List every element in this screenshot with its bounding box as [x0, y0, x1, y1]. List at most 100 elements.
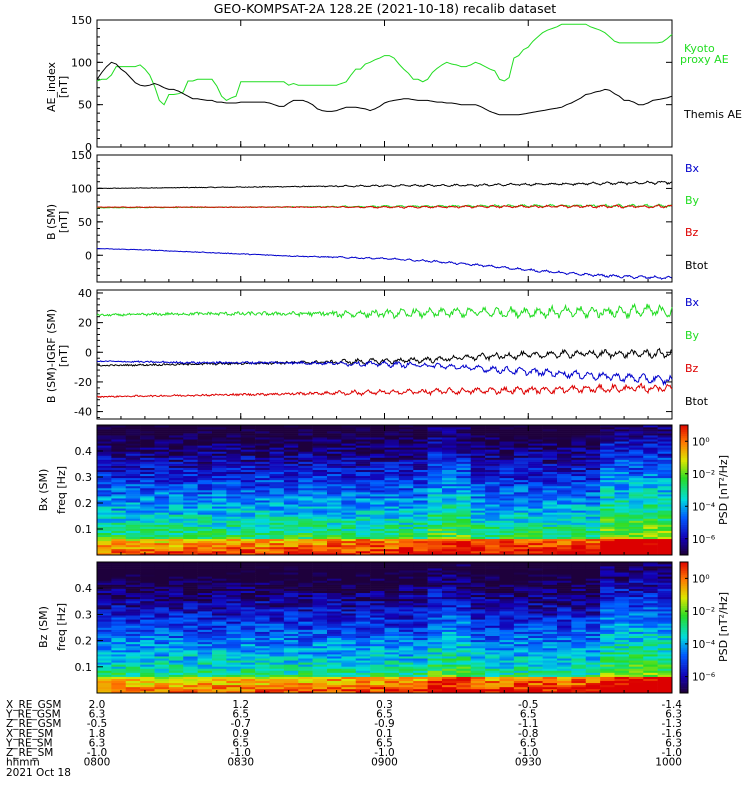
spectrogram-cell: [470, 457, 486, 460]
spectrogram-cell: [398, 623, 414, 626]
spectrogram-cell: [614, 522, 630, 525]
spectrogram-cell: [240, 487, 256, 491]
spectrogram-cell: [140, 457, 155, 460]
spectrogram-cell: [485, 647, 500, 651]
spectrogram-cell: [456, 498, 472, 501]
colorbar-segment: [680, 542, 688, 545]
spectrogram-cell: [212, 654, 227, 657]
spectrogram-cell: [355, 621, 371, 624]
spectrogram-cell: [398, 690, 414, 694]
spectrogram-cell: [298, 469, 313, 473]
spectrogram-cell: [427, 647, 443, 651]
bx-ylabel-1: Bx (SM): [37, 469, 50, 512]
spectrogram-cell: [240, 668, 256, 671]
spectrogram-cell: [183, 441, 198, 444]
spectrogram-cell: [557, 652, 572, 655]
spectrogram-cell: [154, 433, 170, 436]
spectrogram-cell: [571, 514, 587, 517]
spectrogram-cell: [456, 690, 472, 694]
spectrogram-cell: [427, 510, 443, 513]
spectrogram-cell: [370, 471, 385, 475]
spectrogram-cell: [183, 611, 198, 614]
spectrogram-cell: [125, 580, 141, 583]
colorbar-segment: [680, 546, 688, 549]
spectrogram-cell: [183, 621, 198, 624]
spectrogram-cell: [427, 465, 443, 468]
spectrogram-cell: [355, 534, 371, 538]
spectrogram-cell: [427, 540, 443, 544]
spectrogram-cell: [628, 441, 644, 444]
spectrogram-cell: [111, 469, 127, 473]
spectrogram-cell: [614, 548, 630, 552]
spectrogram-cell: [513, 465, 529, 468]
spectrogram-cell: [283, 451, 299, 454]
spectrogram-cell: [427, 467, 443, 470]
spectrogram-cell: [140, 615, 155, 618]
spectrogram-cell: [168, 429, 184, 432]
spectrogram-cell: [240, 500, 256, 503]
spectrogram-cell: [226, 461, 242, 464]
spectrogram-cell: [226, 639, 242, 643]
legend-themis: Themis AE: [683, 108, 742, 121]
spectrogram-cell: [154, 441, 170, 444]
spectrogram-cell: [485, 598, 500, 602]
spectrogram-cell: [298, 672, 313, 675]
spectrogram-cell: [168, 487, 184, 491]
spectrogram-cell: [542, 439, 558, 442]
spectrogram-cell: [269, 621, 285, 624]
spectrogram-cell: [528, 481, 543, 485]
spectrogram-cell: [168, 496, 184, 499]
spectrogram-cell: [513, 496, 529, 499]
spectrogram-cell: [154, 592, 170, 596]
spectrogram-cell: [643, 471, 658, 475]
spectrogram-cell: [197, 479, 213, 483]
spectrogram-cell: [442, 536, 457, 540]
spectrogram-cell: [442, 463, 457, 466]
spectrogram-cell: [442, 516, 457, 519]
spectrogram-cell: [470, 483, 486, 487]
spectrogram-cell: [327, 536, 342, 540]
spectrogram-cell: [643, 530, 658, 533]
spectrogram-cell: [183, 479, 198, 483]
spectrogram-cell: [643, 449, 658, 452]
spectrogram-cell: [528, 485, 543, 489]
spectrogram-cell: [355, 623, 371, 626]
spectrogram-cell: [154, 666, 170, 669]
spectrogram-cell: [154, 688, 170, 692]
spectrogram-cell: [240, 447, 256, 450]
spectrogram-cell: [398, 498, 414, 501]
spectrogram-cell: [456, 455, 472, 458]
spectrogram-cell: [255, 496, 270, 499]
spectrogram-cell: [427, 623, 443, 626]
spectrogram-cell: [513, 586, 529, 589]
spectrogram-cell: [140, 625, 155, 628]
spectrogram-cell: [283, 594, 299, 598]
spectrogram-cell: [398, 512, 414, 515]
spectrogram-cell: [140, 652, 155, 655]
spectrogram-cell: [413, 516, 428, 519]
spectrogram-cell: [212, 621, 227, 624]
spectrogram-cell: [197, 680, 213, 684]
spectrogram-cell: [542, 637, 558, 641]
spectrogram-cell: [212, 431, 227, 434]
spectrogram-cell: [168, 455, 184, 458]
spectrogram-cell: [341, 572, 357, 575]
spectrogram-cell: [499, 660, 515, 663]
spectrogram-cell: [125, 524, 141, 527]
spectrogram-cell: [111, 481, 127, 485]
spectrogram-cell: [312, 520, 328, 523]
spectrogram-cell: [542, 490, 558, 493]
spectrogram-cell: [140, 443, 155, 446]
spectrogram-cell: [470, 590, 486, 594]
spectrogram-cell: [283, 635, 299, 639]
spectrogram-cell: [528, 508, 543, 511]
spectrogram-cell: [140, 674, 155, 677]
spectrogram-cell: [585, 433, 601, 436]
spectrogram-cell: [183, 504, 198, 507]
spectrogram-cell: [628, 479, 644, 483]
spectrogram-cell: [557, 477, 572, 481]
spectrogram-cell: [413, 596, 428, 600]
spectrogram-cell: [298, 487, 313, 491]
spectrogram-cell: [312, 461, 328, 464]
spectrogram-cell: [398, 672, 414, 675]
